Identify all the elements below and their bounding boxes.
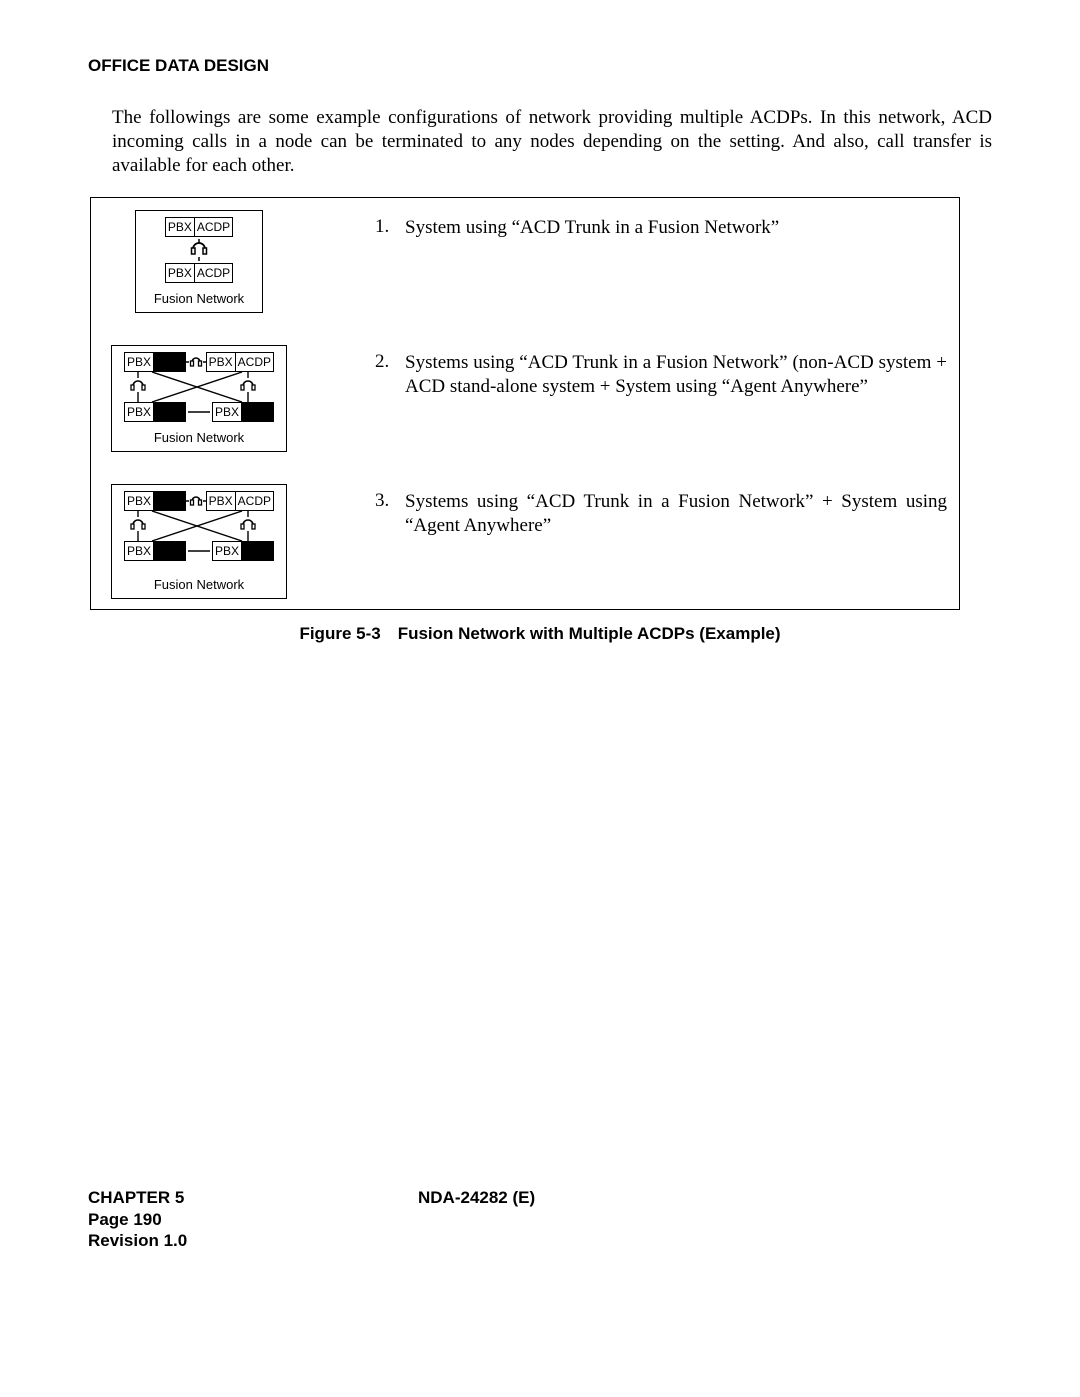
agent-icon-mid: [185, 352, 207, 372]
agent-icon: [190, 239, 208, 261]
footer-doc-id: NDA-24282 (E): [418, 1187, 535, 1208]
link-line-icon: [188, 541, 210, 561]
intro-paragraph: The followings are some example configur…: [88, 106, 992, 177]
black-cell: [153, 353, 185, 371]
footer-page: Page 190: [88, 1209, 418, 1230]
cross-link-icon: [122, 511, 278, 541]
pbx-black-node: PBX: [212, 402, 274, 422]
list-number: 3.: [375, 490, 405, 538]
footer-revision: Revision 1.0: [88, 1230, 418, 1251]
diagram-3: PBX PBX: [111, 484, 287, 599]
pbx-label: PBX: [213, 542, 241, 560]
pbx-acdp-node: PBX ACDP: [165, 263, 233, 283]
pbx-black-node: PBX: [124, 402, 186, 422]
pbx-acdp-node: PBX ACDP: [165, 217, 233, 237]
pbx-label: PBX: [166, 218, 194, 236]
diagram-2: PBX PBX: [111, 345, 287, 452]
acdp-label: ACDP: [235, 353, 273, 371]
list-description: Systems using “ACD Trunk in a Fusion Net…: [405, 490, 947, 538]
pbx-acdp-node: PBX ACDP: [206, 352, 274, 372]
black-cell: [241, 542, 273, 560]
pbx-label: PBX: [166, 264, 194, 282]
pbx-label: PBX: [125, 353, 153, 371]
page-header: OFFICE DATA DESIGN: [88, 56, 992, 76]
black-cell: [153, 542, 185, 560]
pbx-label: PBX: [125, 403, 153, 421]
cross-link-icon: [122, 372, 278, 402]
acdp-label: ACDP: [194, 218, 232, 236]
acdp-label: ACDP: [194, 264, 232, 282]
pbx-label: PBX: [213, 403, 241, 421]
fusion-network-label: Fusion Network: [136, 287, 262, 312]
pbx-acdp-node: PBX ACDP: [206, 491, 274, 511]
pbx-black-node: PBX: [124, 491, 186, 511]
fusion-network-label: Fusion Network: [112, 426, 286, 451]
figure-row: PBX ACDP: [103, 210, 947, 313]
black-cell: [241, 403, 273, 421]
black-cell: [153, 492, 185, 510]
figure-container: PBX ACDP: [90, 197, 960, 610]
link-line-icon: [188, 402, 210, 422]
black-cell: [153, 403, 185, 421]
fusion-network-label: Fusion Network: [112, 565, 286, 598]
list-number: 1.: [375, 216, 405, 240]
pbx-label: PBX: [125, 542, 153, 560]
page-footer: CHAPTER 5 Page 190 Revision 1.0 NDA-2428…: [88, 1187, 535, 1251]
figure-row: PBX PBX: [103, 484, 947, 599]
pbx-black-node: PBX: [212, 541, 274, 561]
agent-icon-mid: [185, 491, 207, 511]
pbx-label: PBX: [125, 492, 153, 510]
list-number: 2.: [375, 351, 405, 399]
figure-caption: Figure 5-3 Fusion Network with Multiple …: [88, 624, 992, 644]
pbx-label: PBX: [207, 492, 235, 510]
list-description: System using “ACD Trunk in a Fusion Netw…: [405, 216, 947, 240]
acdp-label: ACDP: [235, 492, 273, 510]
diagram-1: PBX ACDP: [135, 210, 263, 313]
footer-chapter: CHAPTER 5: [88, 1187, 418, 1208]
figure-row: PBX PBX: [103, 345, 947, 452]
pbx-black-node: PBX: [124, 541, 186, 561]
pbx-black-node: PBX: [124, 352, 186, 372]
pbx-label: PBX: [207, 353, 235, 371]
list-description: Systems using “ACD Trunk in a Fusion Net…: [405, 351, 947, 399]
